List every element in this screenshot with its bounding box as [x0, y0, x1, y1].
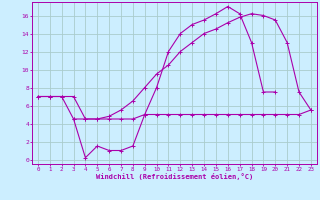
- X-axis label: Windchill (Refroidissement éolien,°C): Windchill (Refroidissement éolien,°C): [96, 173, 253, 180]
